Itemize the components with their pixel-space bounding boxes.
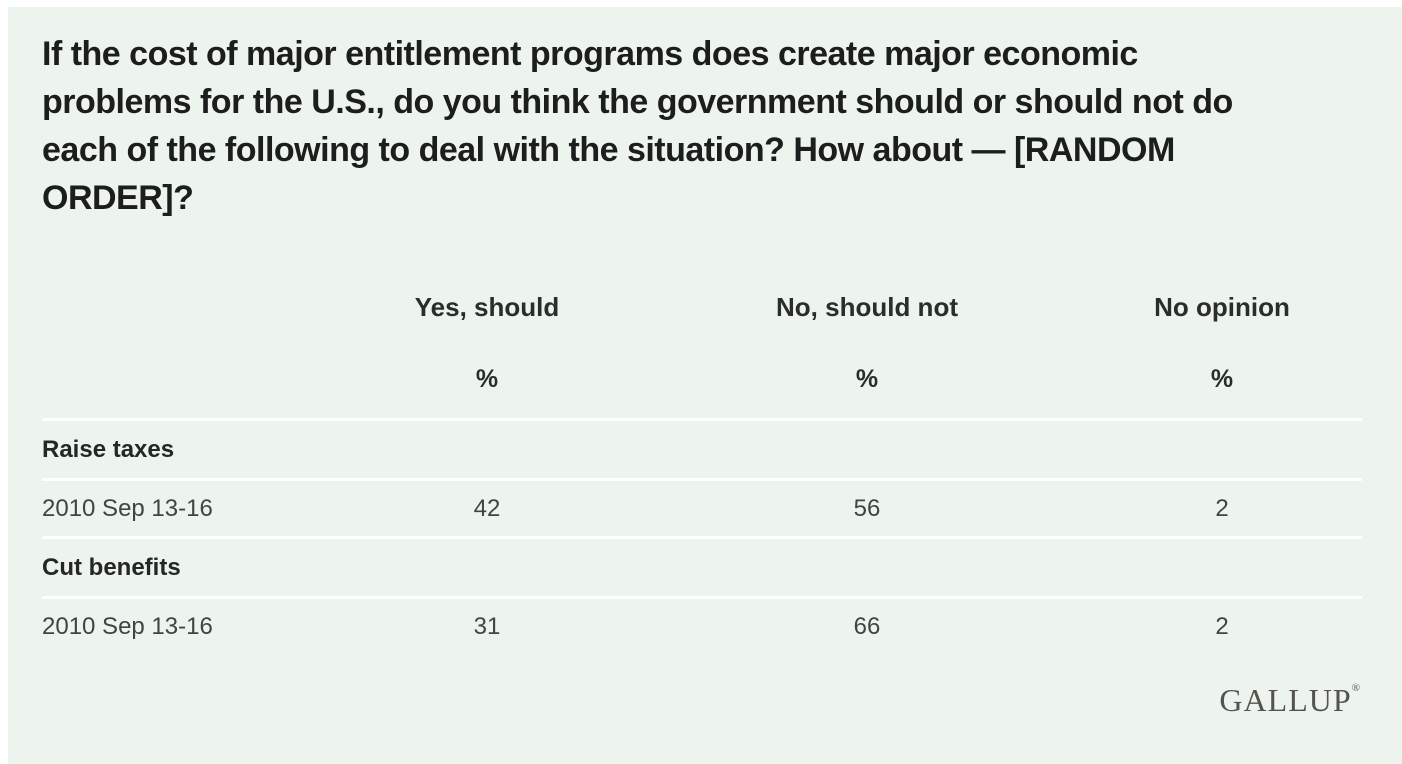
group-label: Raise taxes	[42, 435, 175, 463]
data-row-raise-taxes: 2010 Sep 13-16 42 56 2	[42, 478, 1362, 536]
gallup-logo-text: GALLUP	[1219, 682, 1352, 718]
group-row-cut-benefits: Cut benefits	[42, 536, 1362, 596]
value-yes-should: 42	[473, 494, 501, 522]
column-header-no-should-not: No, should not	[776, 292, 958, 322]
table-unit-row: % % %	[42, 364, 1362, 394]
value-no-should-not: 66	[853, 612, 881, 640]
unit-percent-3: %	[1210, 365, 1234, 393]
gallup-logo: GALLUP®	[1219, 682, 1360, 718]
column-header-no-opinion: No opinion	[1154, 292, 1290, 322]
column-header-yes-should: Yes, should	[414, 292, 560, 322]
unit-percent-1: %	[475, 365, 499, 393]
table-header-row: Yes, should No, should not No opinion	[42, 292, 1362, 322]
data-row-cut-benefits: 2010 Sep 13-16 31 66 2	[42, 596, 1362, 654]
value-no-opinion: 2	[1215, 494, 1229, 522]
poll-date: 2010 Sep 13-16	[42, 612, 213, 640]
group-label: Cut benefits	[42, 553, 181, 581]
value-no-should-not: 56	[853, 494, 881, 522]
value-no-opinion: 2	[1215, 612, 1229, 640]
value-yes-should: 31	[473, 612, 501, 640]
registered-trademark-icon: ®	[1351, 682, 1360, 694]
poll-date: 2010 Sep 13-16	[42, 494, 213, 522]
results-table: Yes, should No, should not No opinion % …	[42, 292, 1362, 654]
unit-percent-2: %	[855, 365, 879, 393]
footer: GALLUP®	[42, 682, 1362, 719]
question-title: If the cost of major entitlement program…	[42, 35, 1233, 217]
group-row-raise-taxes: Raise taxes	[42, 418, 1362, 478]
